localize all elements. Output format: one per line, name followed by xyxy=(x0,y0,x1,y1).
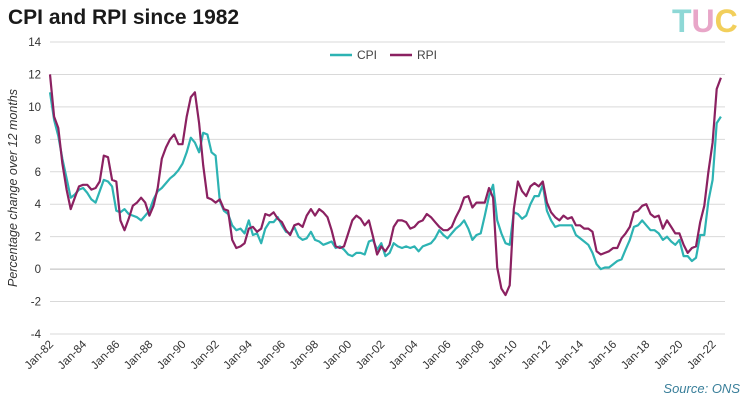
y-axis-label: Percentage change over 12 months xyxy=(6,89,20,287)
x-tick-label: Jan-12 xyxy=(520,339,553,372)
x-tick-label: Jan-22 xyxy=(685,339,718,372)
x-tick-label: Jan-04 xyxy=(387,338,421,372)
series-line-rpi xyxy=(48,74,722,297)
x-tick-label: Jan-16 xyxy=(586,339,619,372)
source-note: Source: ONS xyxy=(663,381,740,396)
x-tick-label: Jan-86 xyxy=(89,339,122,372)
y-tick-label: -2 xyxy=(31,297,41,309)
tuc-logo: TUC xyxy=(672,3,738,38)
x-tick-label: Jan-96 xyxy=(255,339,288,372)
legend-label-cpi: CPI xyxy=(357,48,377,62)
y-tick-label: 14 xyxy=(28,37,41,49)
legend-label-rpi: RPI xyxy=(417,48,437,62)
svg-text:TUC: TUC xyxy=(672,3,738,38)
x-tick-label: Jan-06 xyxy=(420,339,453,372)
y-tick-label: 8 xyxy=(35,134,41,146)
x-tick-label: Jan-00 xyxy=(321,339,354,372)
x-tick-label: Jan-08 xyxy=(453,339,486,372)
y-tick-label: 0 xyxy=(35,264,41,276)
y-tick-label: 2 xyxy=(35,232,41,244)
chart-title: CPI and RPI since 1982 xyxy=(8,6,240,29)
logo-letter-u: U xyxy=(692,3,715,38)
x-tick-label: Jan-92 xyxy=(188,339,221,372)
x-tick-label: Jan-14 xyxy=(553,338,587,372)
x-tick-label: Jan-02 xyxy=(354,339,387,372)
y-tick-label: 12 xyxy=(28,69,41,81)
y-tick-label: 6 xyxy=(35,167,41,179)
x-tick-label: Jan-84 xyxy=(56,338,90,372)
y-tick-label: 4 xyxy=(35,199,42,211)
series-line-cpi xyxy=(48,92,722,271)
x-tick-label: Jan-82 xyxy=(23,339,56,372)
x-tick-label: Jan-20 xyxy=(652,339,685,372)
x-tick-label: Jan-88 xyxy=(122,339,155,372)
logo-letter-c: C xyxy=(715,3,738,38)
logo-letter-t: T xyxy=(672,3,692,38)
x-tick-label: Jan-10 xyxy=(487,339,520,372)
x-tick-label: Jan-94 xyxy=(222,338,256,372)
x-tick-label: Jan-18 xyxy=(619,339,652,372)
y-tick-label: 10 xyxy=(28,102,41,114)
y-tick-label: -4 xyxy=(31,329,42,341)
x-tick-label: Jan-90 xyxy=(155,339,188,372)
x-tick-label: Jan-98 xyxy=(288,339,321,372)
